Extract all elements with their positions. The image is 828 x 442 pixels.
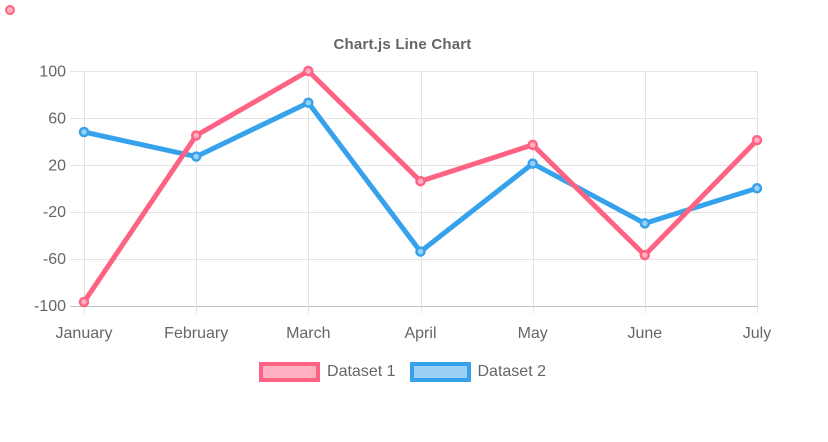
x-axis-tick-label: May	[518, 325, 548, 342]
y-axis-tick-label: -100	[34, 298, 66, 315]
y-axis-tick-label: -20	[43, 204, 66, 221]
x-axis-tick-label: January	[56, 325, 113, 342]
chart-title: Chart.js Line Chart	[333, 36, 472, 53]
data-point[interactable]	[639, 218, 651, 229]
chart-legend: Dataset 1 Dataset 2	[0, 361, 805, 383]
y-axis-tick-label: -60	[43, 251, 66, 268]
data-point[interactable]	[303, 65, 314, 77]
data-point[interactable]	[751, 183, 763, 194]
stray-point-artifact	[5, 5, 15, 15]
y-axis-tick-label: 60	[48, 110, 66, 127]
y-axis-tick-label: 20	[48, 157, 66, 174]
data-point[interactable]	[303, 97, 314, 108]
data-point[interactable]	[415, 175, 426, 187]
x-axis-tick-label: April	[404, 325, 436, 342]
x-axis-tick-label: June	[627, 325, 662, 342]
x-axis-tick-label: July	[743, 325, 771, 342]
legend-swatch	[409, 362, 471, 382]
legend-item-dataset-1[interactable]: Dataset 1	[259, 362, 396, 382]
y-axis-tick-label: 100	[39, 64, 66, 81]
data-point[interactable]	[190, 151, 202, 162]
data-point[interactable]	[190, 130, 202, 141]
data-point[interactable]	[415, 246, 426, 257]
legend-label: Dataset 2	[477, 363, 546, 380]
x-axis-tick-label: February	[164, 325, 228, 342]
data-point[interactable]	[639, 249, 651, 261]
x-axis-tick-label: March	[286, 325, 330, 342]
data-point[interactable]	[527, 158, 538, 169]
data-point[interactable]	[527, 139, 538, 151]
data-point[interactable]	[78, 296, 90, 308]
legend-item-dataset-2[interactable]: Dataset 2	[409, 362, 546, 382]
dataset-1-line	[81, 68, 760, 305]
legend-label: Dataset 1	[327, 363, 396, 380]
legend-swatch	[259, 362, 321, 382]
data-point[interactable]	[751, 134, 763, 146]
data-point[interactable]	[78, 126, 90, 138]
